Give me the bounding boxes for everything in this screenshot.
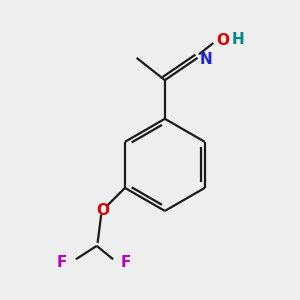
Text: H: H [231,32,244,47]
Text: O: O [96,203,109,218]
Text: F: F [121,255,131,270]
Text: N: N [200,52,213,67]
Text: O: O [216,32,229,47]
Text: F: F [57,255,67,270]
